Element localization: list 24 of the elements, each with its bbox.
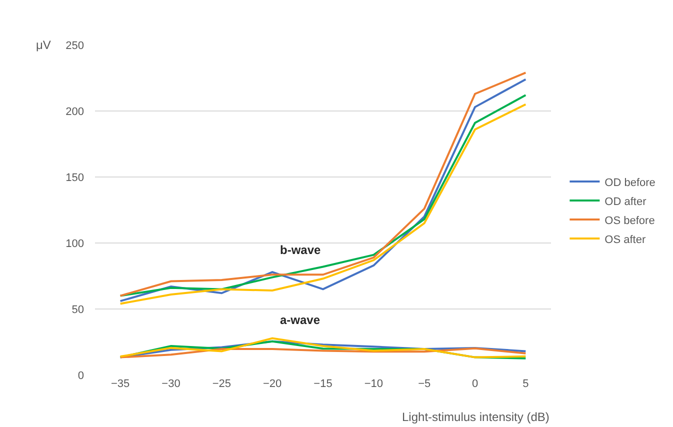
legend-label: OD before — [604, 176, 656, 189]
y-tick-label: 150 — [66, 172, 84, 184]
x-tick-label: −30 — [162, 378, 180, 390]
y-tick-label: 0 — [78, 370, 84, 382]
x-axis-title: Light-stimulus intensity (dB) — [402, 410, 550, 424]
legend-label: OS after — [604, 234, 646, 246]
x-tick-label: 5 — [522, 378, 529, 390]
legend-label: OS before — [604, 214, 655, 227]
y-tick-label: 100 — [66, 238, 84, 250]
annotation: a-wave — [280, 313, 320, 327]
x-tick-label: −5 — [418, 378, 431, 390]
x-tick-label: 0 — [472, 378, 478, 390]
x-tick-label: −25 — [212, 378, 232, 390]
x-tick-label: −35 — [110, 378, 130, 390]
y-tick-label: 250 — [66, 40, 84, 52]
y-axis-title: μV — [36, 38, 51, 52]
y-tick-label: 50 — [72, 304, 84, 316]
y-tick-label: 200 — [66, 106, 84, 118]
x-tick-label: −10 — [364, 378, 384, 390]
annotation: b-wave — [280, 243, 322, 257]
x-tick-label: −15 — [314, 378, 332, 390]
legend-label: OD after — [604, 196, 647, 208]
x-tick-label: −20 — [262, 378, 282, 390]
line-series — [119, 347, 527, 358]
